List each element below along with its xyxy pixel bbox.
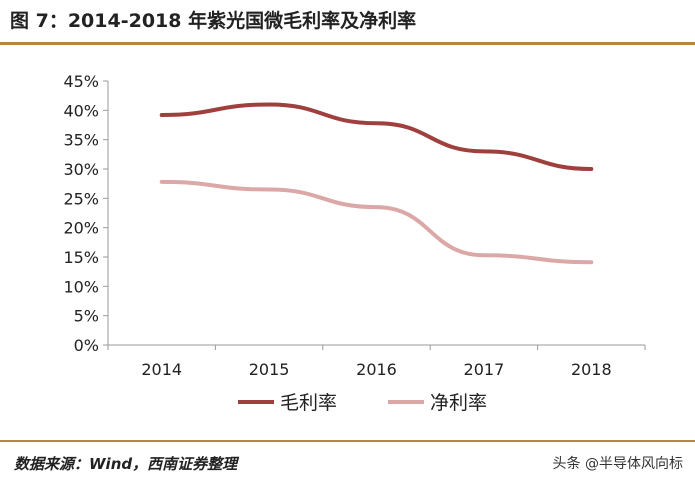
- y-tick-label: 40%: [63, 101, 99, 120]
- y-tick-label: 30%: [63, 160, 99, 179]
- x-tick-label: 2014: [141, 360, 182, 379]
- legend-label: 净利率: [430, 392, 487, 414]
- watermark: 头条 @半导体风向标: [552, 456, 683, 472]
- title-divider: [0, 42, 695, 45]
- legend: 毛利率 净利率: [238, 392, 487, 414]
- x-tick-label: 2017: [464, 360, 505, 379]
- x-tick-label: 2016: [356, 360, 397, 379]
- y-tick-label: 10%: [63, 277, 99, 296]
- series-layer: [159, 102, 594, 265]
- legend-label: 毛利率: [280, 392, 337, 414]
- line-chart: 45%40%35%30%25%20%15%10%5%0% 2014 2015 201…: [63, 72, 646, 414]
- y-tick-label: 0%: [74, 336, 99, 355]
- x-axis: 2014 2015 2016 2017 2018: [107, 344, 646, 379]
- series-line-2: [159, 179, 594, 265]
- source-note: 数据来源：Wind，西南证券整理: [14, 455, 238, 473]
- y-tick-label: 5%: [74, 307, 99, 326]
- y-tick-label: 35%: [63, 131, 99, 150]
- series-line-1: [159, 102, 594, 171]
- y-tick-label: 25%: [63, 189, 99, 208]
- footer-divider: [0, 440, 695, 442]
- y-tick-label: 20%: [63, 219, 99, 238]
- y-tick-label: 45%: [63, 72, 99, 91]
- x-tick-label: 2015: [249, 360, 290, 379]
- y-axis: 45% 40% 35% 30% 25% 20% 15% 10% 5% 0%: [63, 72, 109, 355]
- figure-title: 图 7：2014-2018 年紫光国微毛利率及净利率: [10, 10, 417, 32]
- y-tick-label: 15%: [63, 248, 99, 267]
- x-tick-label: 2018: [571, 360, 612, 379]
